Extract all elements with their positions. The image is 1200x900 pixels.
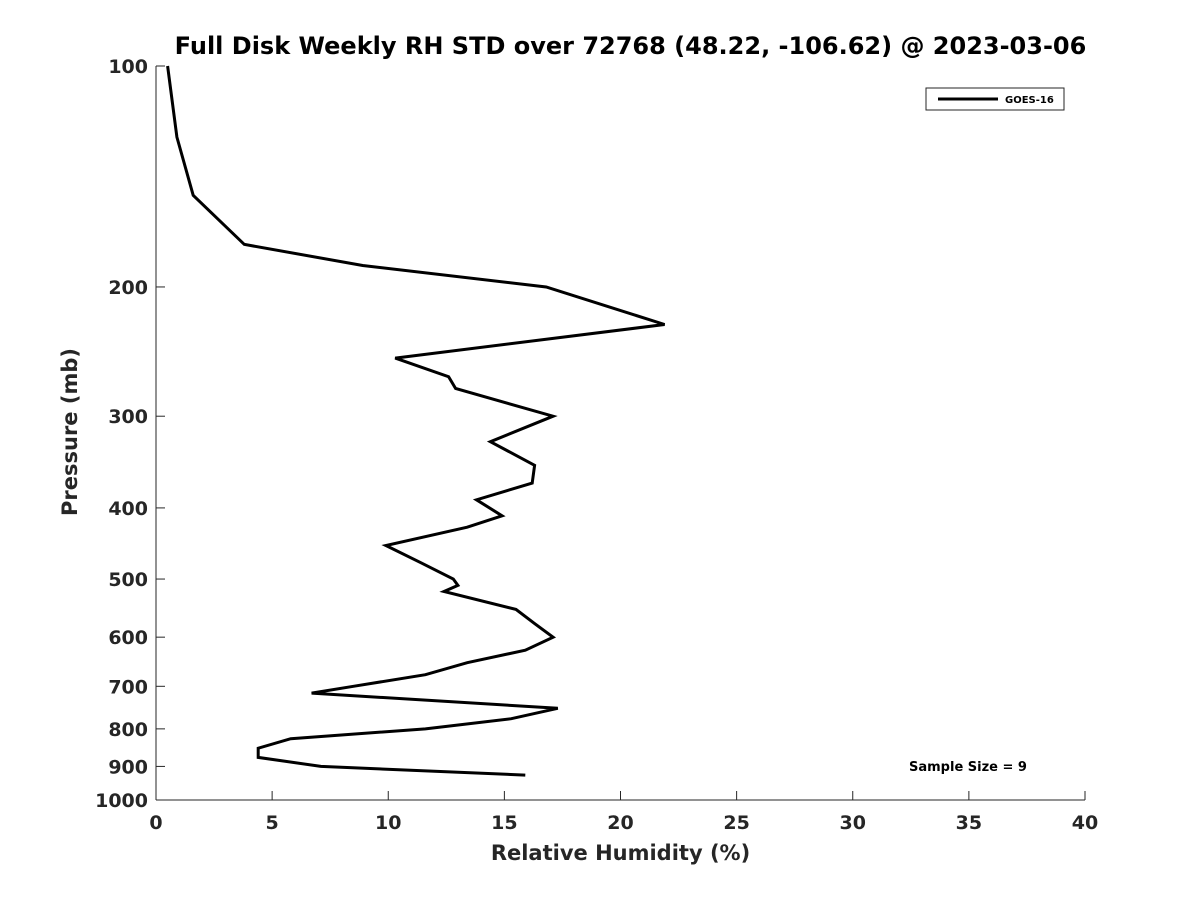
y-tick-label: 100 [108,56,148,78]
x-tick-label: 5 [266,812,279,834]
y-tick-label: 400 [108,498,148,520]
y-tick-label: 700 [108,676,148,698]
series-line-goes-16 [166,65,666,777]
y-axis-ticks: 100 200 300 400 500 600 700 800 900 1000 [95,56,165,812]
x-tick-label: 25 [723,812,749,834]
legend-label: GOES-16 [1005,95,1054,106]
chart-title: Full Disk Weekly RH STD over 72768 (48.2… [175,32,1087,60]
y-tick-label: 800 [108,719,148,741]
x-axis-label: Relative Humidity (%) [491,841,750,865]
y-tick-label: 900 [108,756,148,778]
axes [155,66,1085,801]
y-tick-label: 500 [108,569,148,591]
y-tick-label: 600 [108,627,148,649]
x-tick-label: 0 [149,812,162,834]
x-tick-label: 10 [375,812,401,834]
series-group [166,65,666,777]
x-tick-label: 40 [1072,812,1098,834]
y-axis-label: Pressure (mb) [58,348,82,516]
sample-size-annotation: Sample Size = 9 [909,760,1027,775]
y-tick-label: 300 [108,406,148,428]
legend: GOES-16 [925,87,1065,111]
x-tick-label: 35 [956,812,982,834]
y-tick-label: 200 [108,277,148,299]
x-tick-label: 15 [491,812,517,834]
x-axis-ticks: 0 5 10 15 20 25 30 35 40 [149,791,1098,834]
x-tick-label: 30 [840,812,866,834]
y-tick-label: 1000 [95,790,148,812]
x-tick-label: 20 [607,812,633,834]
